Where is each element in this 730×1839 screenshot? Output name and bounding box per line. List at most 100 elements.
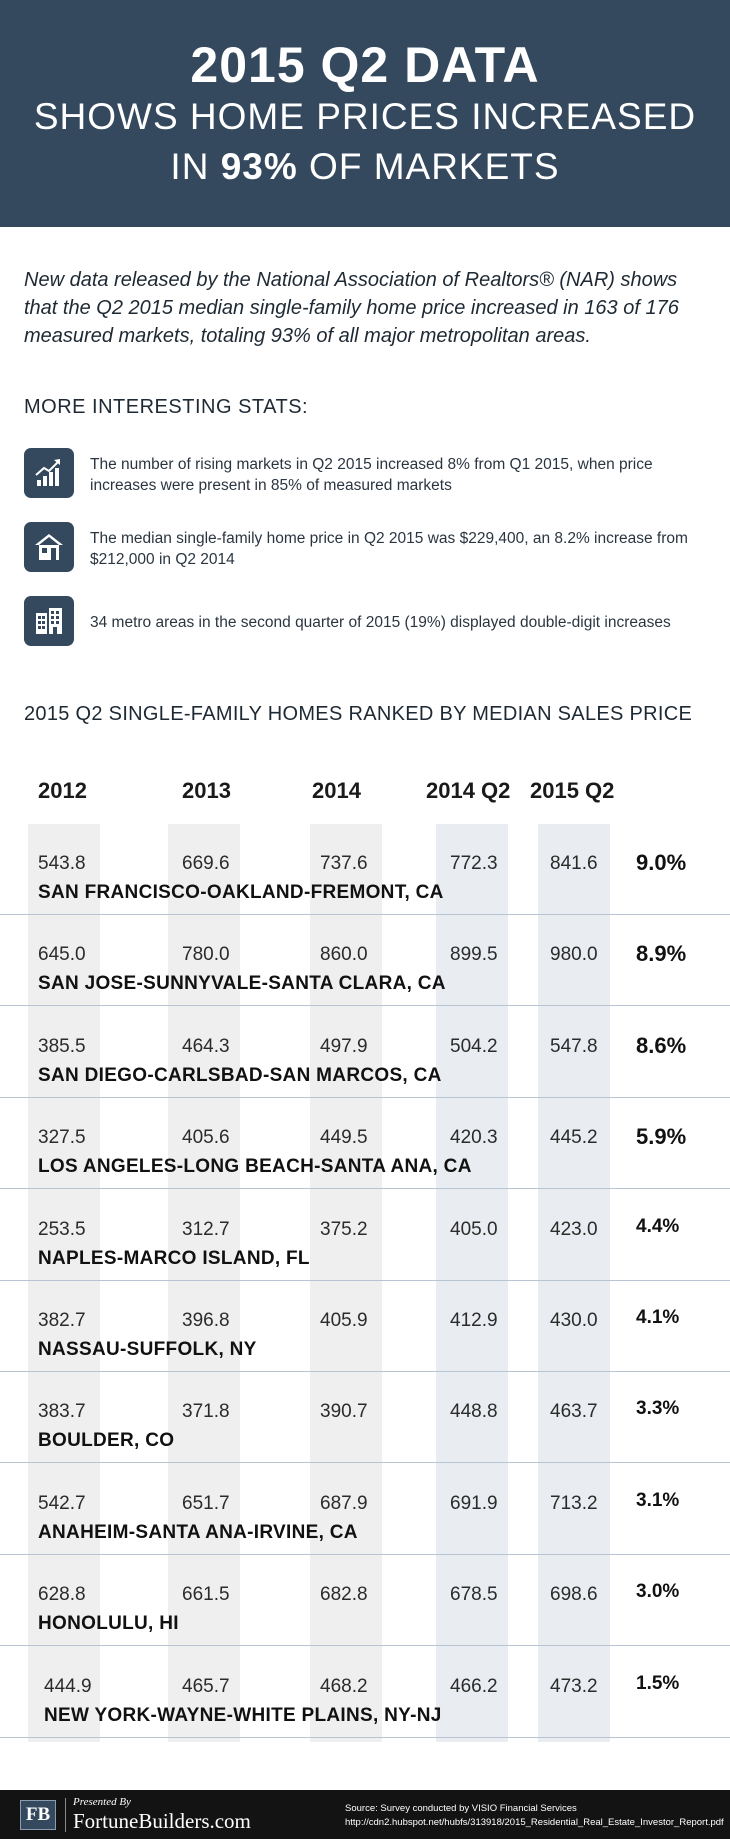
column-header-2015-q2: 2015 Q2	[530, 778, 615, 803]
value-2012: 444.9	[44, 1675, 92, 1697]
column-header-2014: 2014	[312, 778, 361, 803]
value-2014: 375.2	[320, 1218, 368, 1240]
headline-line-3: IN 93% OF MARKETS	[0, 146, 730, 188]
value-2015-q2: 473.2	[550, 1675, 598, 1697]
value-2014: 405.9	[320, 1310, 368, 1331]
value-2014-q2: 412.9	[450, 1310, 498, 1331]
row-divider	[0, 1371, 730, 1372]
value-2012: 542.7	[38, 1492, 86, 1514]
value-2012: 253.5	[38, 1218, 86, 1240]
column-band-2015-q2	[538, 824, 610, 1742]
value-2012: 543.8	[38, 853, 86, 874]
column-header-2013: 2013	[182, 778, 231, 803]
percent-change: 3.0%	[636, 1581, 680, 1603]
value-2012: 628.8	[38, 1584, 86, 1606]
table-row: 444.9 465.7 468.2 466.2 473.2 1.5% NEW YORK-WA…	[0, 1647, 730, 1738]
row-divider	[0, 1736, 730, 1738]
column-band-2013	[168, 824, 240, 1742]
value-2015-q2: 430.0	[550, 1310, 598, 1331]
value-2014: 737.6	[320, 853, 368, 874]
house-icon	[24, 522, 74, 572]
value-2014-q2: 420.3	[450, 1127, 498, 1149]
value-2012: 645.0	[38, 944, 86, 966]
intro-paragraph: New data released by the National Associ…	[24, 269, 679, 347]
table-row: 628.8 661.5 682.8 678.5 698.6 3.0% HONOLULU, H…	[0, 1555, 730, 1647]
value-2013: 465.7	[182, 1675, 230, 1697]
value-2012: 385.5	[38, 1035, 86, 1057]
value-2015-q2: 841.6	[550, 853, 598, 874]
metro-area-name: NAPLES-MARCO ISLAND, FL	[38, 1247, 310, 1269]
metro-area-name: SAN DIEGO-CARLSBAD-SAN MARCOS, CA	[38, 1064, 442, 1086]
metro-area-name: ANAHEIM-SANTA ANA-IRVINE, CA	[38, 1521, 358, 1543]
percent-change: 1.5%	[636, 1672, 680, 1694]
row-divider	[0, 1279, 730, 1281]
value-2014: 468.2	[320, 1675, 368, 1697]
row-divider	[0, 1005, 730, 1007]
value-2014-q2: 504.2	[450, 1035, 498, 1057]
value-2014-q2: 691.9	[450, 1492, 498, 1514]
stats-title: MORE INTERESTING STATS:	[24, 396, 309, 418]
footer: FB Presented By FortuneBuilders.com Sour…	[0, 1790, 730, 1839]
column-band-2014-q2	[436, 824, 508, 1742]
table-row: 542.7 651.7 687.9 691.9 713.2 3.1% ANAHEIM-SAN…	[0, 1464, 730, 1555]
value-2014-q2: 899.5	[450, 944, 498, 966]
value-2014-q2: 678.5	[450, 1584, 498, 1606]
value-2014-q2: 405.0	[450, 1218, 498, 1240]
percent-change: 3.3%	[636, 1398, 680, 1420]
percent-change: 9.0%	[636, 850, 687, 875]
stat-text: The median single-family home price in Q…	[90, 530, 688, 568]
percent-change: 3.1%	[636, 1489, 680, 1511]
value-2013: 371.8	[182, 1401, 230, 1423]
percent-change: 4.1%	[636, 1307, 680, 1328]
metro-area-name: LOS ANGELES-LONG BEACH-SANTA ANA, CA	[38, 1156, 472, 1178]
row-divider	[0, 1096, 730, 1098]
value-2014: 497.9	[320, 1035, 368, 1057]
table-row: 543.8 669.6 737.6 772.3 841.6 9.0% SAN FRANCIS…	[0, 824, 730, 915]
ranking-title: 2015 Q2 SINGLE-FAMILY HOMES RANKED BY ME…	[24, 703, 693, 725]
headline-line-3-post: OF MARKETS	[297, 146, 560, 187]
buildings-icon	[24, 596, 74, 646]
stat-item: 34 metro areas in the second quarter of …	[24, 596, 714, 648]
row-divider	[0, 1645, 730, 1647]
value-2013: 464.3	[182, 1035, 230, 1057]
percent-change: 5.9%	[636, 1124, 687, 1150]
value-2015-q2: 713.2	[550, 1492, 598, 1514]
row-divider	[0, 1462, 730, 1464]
headline-highlight: 93%	[220, 146, 298, 187]
stat-text: 34 metro areas in the second quarter of …	[90, 614, 671, 631]
value-2014: 682.8	[320, 1584, 368, 1606]
value-2015-q2: 547.8	[550, 1035, 598, 1057]
value-2014: 860.0	[320, 944, 368, 966]
column-header-2014-q2: 2014 Q2	[426, 778, 511, 803]
rising-chart-icon	[24, 448, 74, 498]
percent-change: 8.9%	[636, 941, 687, 967]
value-2013: 312.7	[182, 1218, 230, 1240]
table-row: 645.0 780.0 860.0 899.5 980.0 8.9% SAN JOSE-SU…	[0, 915, 730, 1007]
value-2014-q2: 448.8	[450, 1401, 498, 1423]
value-2014-q2: 772.3	[450, 853, 498, 874]
value-2012: 382.7	[38, 1310, 86, 1331]
metro-area-name: NEW YORK-WAYNE-WHITE PLAINS, NY-NJ	[44, 1704, 442, 1726]
value-2012: 327.5	[38, 1127, 86, 1149]
headline-line-3-pre: IN	[170, 146, 221, 187]
percent-change: 4.4%	[636, 1215, 680, 1237]
value-2013: 651.7	[182, 1492, 230, 1514]
metro-area-name: HONOLULU, HI	[38, 1613, 179, 1635]
stat-item: The number of rising markets in Q2 2015 …	[24, 448, 714, 500]
header-banner: 2015 Q2 DATA SHOWS HOME PRICES INCREASED…	[0, 0, 730, 227]
value-2013: 396.8	[182, 1310, 230, 1331]
column-band-2012	[28, 824, 100, 1742]
value-2013: 405.6	[182, 1127, 230, 1149]
value-2014: 449.5	[320, 1127, 368, 1149]
table-row: 385.5 464.3 497.9 504.2 547.8 8.6% SAN DIEGO-C…	[0, 1007, 730, 1098]
column-header-2012: 2012	[38, 778, 87, 803]
table-row: 383.7 371.8 390.7 448.8 463.7 3.3% BOULDER, CO	[0, 1372, 730, 1464]
value-2014-q2: 466.2	[450, 1675, 498, 1697]
value-2013: 780.0	[182, 944, 230, 966]
source-url: http://cdn2.hubspot.net/hubfs/313918/201…	[345, 1817, 724, 1828]
column-band-2014	[310, 824, 382, 1742]
footer-divider	[65, 1798, 66, 1832]
value-2015-q2: 423.0	[550, 1218, 598, 1240]
value-2014: 390.7	[320, 1401, 368, 1423]
presented-by-label: Presented By	[73, 1796, 131, 1808]
